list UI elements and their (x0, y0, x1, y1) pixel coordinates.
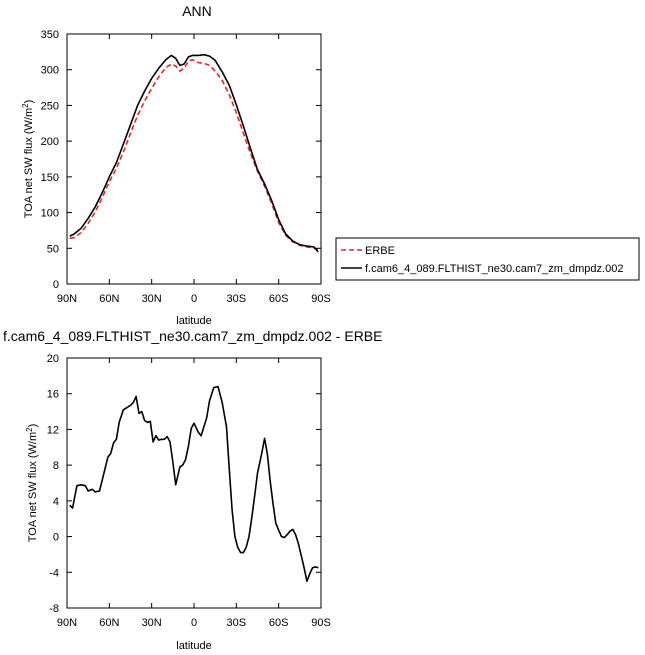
legend: ERBE f.cam6_4_089.FLTHIST_ne30.cam7_zm_d… (335, 237, 640, 281)
y-tick-label: 350 (41, 29, 59, 41)
x-tick-label: 90S (311, 617, 331, 629)
chart-title: ANN (182, 3, 212, 19)
series-line-0 (69, 58, 319, 250)
y-tick-label: -8 (49, 603, 59, 615)
y-tick-label: 0 (53, 279, 59, 291)
x-tick-label: 60S (269, 293, 289, 305)
y-tick-label: -4 (49, 567, 59, 579)
x-tick-label: 30S (227, 293, 247, 305)
plot-frame (66, 357, 322, 609)
x-tick-label: 30N (142, 617, 162, 629)
legend-frame (335, 237, 640, 281)
y-tick-label: 200 (41, 136, 59, 148)
y-tick-label: 12 (47, 424, 59, 436)
difference-chart: f.cam6_4_089.FLTHIST_ne30.cam7_zm_dmpdz.… (3, 328, 382, 652)
y-axis-label: TOA net SW flux (W/m2) (25, 424, 39, 543)
x-tick-label: 30N (142, 293, 162, 305)
y-tick-label: 100 (41, 208, 59, 220)
x-tick-label: 0 (191, 617, 197, 629)
x-tick-label: 60N (99, 617, 119, 629)
x-tick-label: 30S (227, 617, 247, 629)
x-tick-label: 90S (311, 293, 331, 305)
y-tick-label: 16 (47, 389, 59, 401)
x-tick-label: 60N (99, 293, 119, 305)
y-tick-label: 0 (53, 532, 59, 544)
y-tick-label: 250 (41, 100, 59, 112)
chart-title: f.cam6_4_089.FLTHIST_ne30.cam7_zm_dmpdz.… (3, 328, 382, 344)
y-tick-label: 8 (53, 460, 59, 472)
plot-frame (66, 33, 322, 285)
y-tick-label: 150 (41, 172, 59, 184)
flux-chart: ANN 0 50 100 150 200 250 300 350 90N 60N 30N 0 30S 60… (21, 3, 331, 327)
legend-label-erbe: ERBE (365, 245, 395, 257)
y-tick-label: 20 (47, 353, 59, 365)
series-line-1 (69, 53, 319, 253)
x-tick-label: 90N (57, 293, 77, 305)
y-tick-label: 50 (47, 243, 59, 255)
x-axis-label: latitude (176, 640, 211, 652)
series-line-0 (69, 385, 319, 583)
x-tick-label: 60S (269, 617, 289, 629)
legend-label-model: f.cam6_4_089.FLTHIST_ne30.cam7_zm_dmpdz.… (365, 263, 623, 275)
x-tick-label: 0 (191, 293, 197, 305)
y-tick-label: 300 (41, 65, 59, 77)
x-axis-label: latitude (176, 315, 211, 327)
x-tick-label: 90N (57, 617, 77, 629)
y-tick-label: 4 (53, 496, 59, 508)
y-axis-label: TOA net SW flux (W/m2) (21, 100, 35, 219)
